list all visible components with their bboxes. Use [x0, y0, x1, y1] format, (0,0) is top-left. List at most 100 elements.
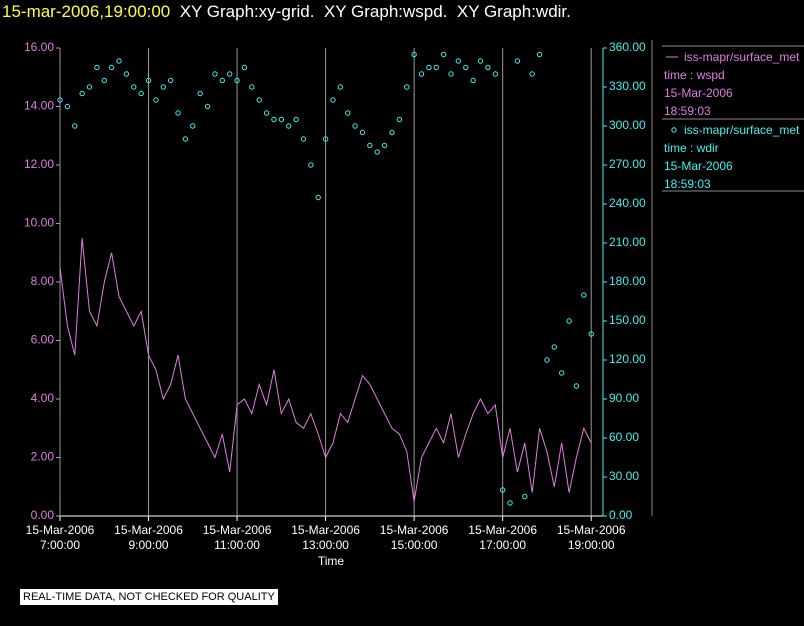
wdir-point [116, 58, 122, 64]
wdir-point [101, 77, 107, 84]
wdir-point [440, 51, 447, 58]
y2-tick-label: 330.00 [609, 79, 646, 93]
y2-tick-label: 360.00 [609, 40, 646, 54]
wdir-point [94, 64, 100, 71]
header: 15-mar-2006,19:00:00 XY Graph:xy-grid. X… [2, 2, 571, 22]
wdir-point [426, 64, 432, 71]
y-tick-label: 14.00 [24, 99, 54, 113]
wdir-point [197, 90, 203, 97]
wdir-point [463, 64, 469, 71]
wdir-point [536, 51, 543, 58]
wdir-point [345, 110, 351, 116]
legend-line: 18:59:03 [664, 177, 711, 191]
wdir-point [573, 383, 580, 389]
x-tick-label: 15-Mar-2006 9:00:00 [114, 523, 183, 552]
wdir-point [212, 71, 218, 77]
wdir-point [367, 142, 373, 149]
wdir-point [330, 97, 336, 103]
legend-name: iss-mapr/surface_met [684, 123, 800, 137]
wdir-point [167, 77, 174, 84]
wdir-point [322, 136, 329, 142]
y-tick-label: 2.00 [31, 450, 55, 464]
wdir-point [448, 71, 454, 77]
wdir-point [566, 318, 572, 324]
y2-tick-label: 270.00 [609, 157, 646, 171]
wdir-point [86, 84, 93, 90]
y2-tick-label: 180.00 [609, 274, 646, 288]
wdir-point [153, 97, 159, 103]
wdir-point [226, 71, 233, 77]
wdir-point [138, 90, 144, 97]
y2-tick-label: 0.00 [609, 508, 633, 522]
wdir-point [256, 97, 262, 103]
legend-line: 15-Mar-2006 [664, 86, 733, 100]
wdir-point [389, 129, 395, 136]
wdir-point [477, 58, 484, 64]
x-tick-label: 15-Mar-2006 11:00:00 [202, 523, 272, 552]
wdir-point [396, 116, 403, 123]
wdir-point [588, 331, 594, 337]
y2-tick-label: 210.00 [609, 235, 646, 249]
y2-tick-label: 120.00 [609, 352, 646, 366]
legend-line: time : wspd [664, 68, 725, 82]
wdir-point [499, 487, 506, 493]
wdir-point [381, 142, 388, 149]
wdir-point [145, 77, 152, 84]
wdir-point [278, 116, 285, 123]
y-tick-label: 8.00 [31, 274, 55, 288]
wdir-point [485, 64, 491, 71]
wdir-point [374, 149, 380, 155]
wdir-point [433, 64, 439, 71]
legend-line: 15-Mar-2006 [664, 159, 733, 173]
legend-line: time : wdir [664, 141, 719, 155]
wdir-point [271, 116, 277, 123]
wdir-point [315, 194, 321, 201]
wdir-point [529, 71, 535, 77]
wdir-point [131, 84, 137, 90]
wdir-point [411, 51, 417, 58]
x-tick-label: 15-Mar-2006 17:00:00 [468, 523, 537, 552]
wdir-point [204, 103, 211, 110]
y2-tick-label: 60.00 [609, 430, 639, 444]
wdir-point [359, 129, 366, 136]
wdir-point [404, 84, 410, 90]
wdir-point [581, 292, 587, 298]
chart-title: XY Graph:xy-grid. XY Graph:wspd. XY Grap… [179, 2, 571, 21]
header-time: 15-mar-2006,19:00:00 [2, 2, 171, 21]
legend-line: 18:59:03 [664, 104, 711, 118]
y2-tick-label: 30.00 [609, 469, 639, 483]
wdir-point [175, 110, 181, 116]
wdir-point [492, 71, 498, 77]
wdir-point [182, 136, 189, 142]
wdir-point [64, 103, 71, 110]
wdir-point [558, 370, 565, 376]
wdir-point [470, 77, 476, 84]
y-tick-label: 12.00 [24, 157, 54, 171]
x-tick-label: 15-Mar-2006 7:00:00 [25, 523, 95, 552]
y2-tick-label: 150.00 [609, 313, 646, 327]
wdir-point [79, 90, 85, 97]
y-tick-label: 16.00 [24, 40, 54, 54]
y-tick-label: 4.00 [31, 391, 55, 405]
wdir-point [514, 58, 521, 64]
wdir-point [418, 71, 425, 77]
x-tick-label: 15-Mar-2006 13:00:00 [291, 523, 360, 552]
wdir-point [300, 136, 307, 142]
wdir-point [286, 123, 292, 129]
wdir-point [293, 116, 299, 123]
y2-tick-label: 300.00 [609, 118, 646, 132]
legend-name: iss-mapr/surface_met [684, 50, 800, 64]
wdir-point [190, 123, 196, 129]
wdir-point [241, 64, 248, 71]
wdir-point [522, 493, 528, 500]
wdir-point [551, 344, 558, 350]
y2-tick-label: 90.00 [609, 391, 639, 405]
wdir-point [234, 77, 240, 84]
y2-tick-label: 240.00 [609, 196, 646, 210]
x-tick-label: 15-Mar-2006 15:00:00 [379, 523, 449, 552]
wdir-point [455, 58, 462, 64]
wdir-point [337, 84, 344, 90]
quality-note: REAL-TIME DATA, NOT CHECKED FOR QUALITY [20, 589, 278, 605]
